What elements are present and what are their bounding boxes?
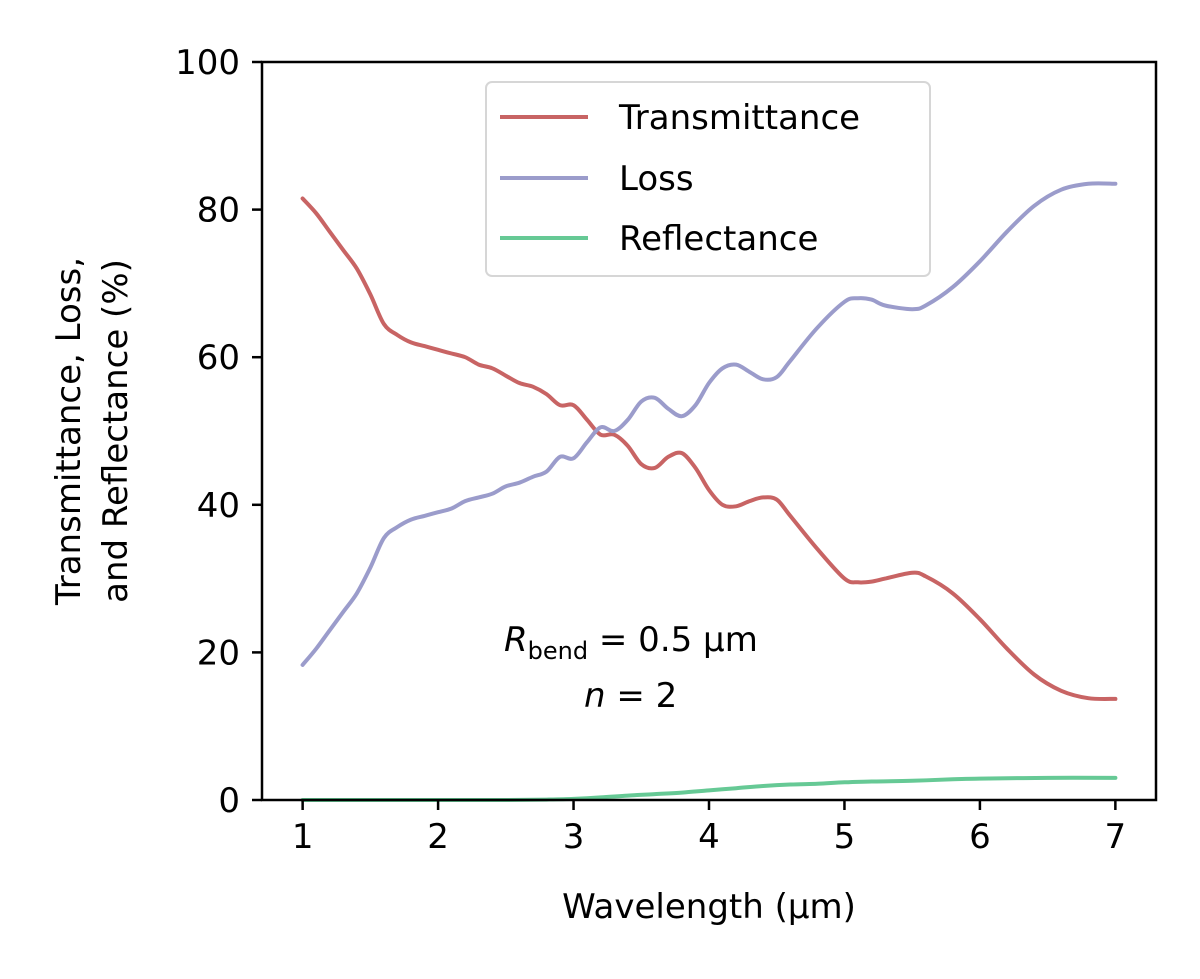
x-tick-label: 7: [1105, 817, 1127, 857]
legend: Transmittance Loss Reflectance: [485, 81, 931, 277]
annotation-r-value: = 0.5 µm: [588, 620, 758, 660]
y-tick-label: 20: [197, 633, 240, 673]
series-line-loss: [300, 181, 1118, 667]
legend-label-loss: Loss: [619, 159, 694, 199]
x-tick-label: 1: [292, 817, 314, 857]
x-tick-label: 4: [698, 817, 720, 857]
y-tick-label: 40: [197, 486, 240, 526]
y-axis-label-line-2: and Reflectance (%): [96, 259, 136, 603]
x-tick-label: 3: [563, 817, 585, 857]
annotation-order: n = 2: [584, 676, 677, 716]
y-tick-label: 80: [197, 191, 240, 231]
x-tick-label: 2: [427, 817, 449, 857]
legend-label-transmittance: Transmittance: [618, 98, 860, 138]
series-line-transmittance: [300, 196, 1118, 701]
annotation-n-value: = 2: [606, 676, 678, 716]
legend-label-reflectance: Reflectance: [619, 219, 818, 259]
annotation-r-symbol: R: [504, 620, 528, 660]
annotation-r-subscript: bend: [528, 637, 588, 665]
x-tick-label: 5: [834, 817, 856, 857]
y-tick-label: 100: [175, 43, 240, 83]
y-axis-label-line-1: Transmittance, Loss,: [49, 257, 89, 606]
x-axis-label: Wavelength (µm): [562, 887, 856, 927]
series-line-reflectance: [300, 775, 1118, 803]
y-tick-label: 0: [218, 781, 240, 821]
x-axis-ticks: 1 2 3 4 5 6 7: [292, 800, 1126, 857]
annotation-bend-radius: Rbend = 0.5 µm: [504, 620, 758, 665]
annotation-n-symbol: n: [584, 676, 606, 716]
x-tick-label: 6: [969, 817, 991, 857]
y-axis-ticks: 0 20 40 60 80 100: [175, 43, 262, 821]
y-tick-label: 60: [197, 338, 240, 378]
legend-box: [485, 81, 931, 277]
